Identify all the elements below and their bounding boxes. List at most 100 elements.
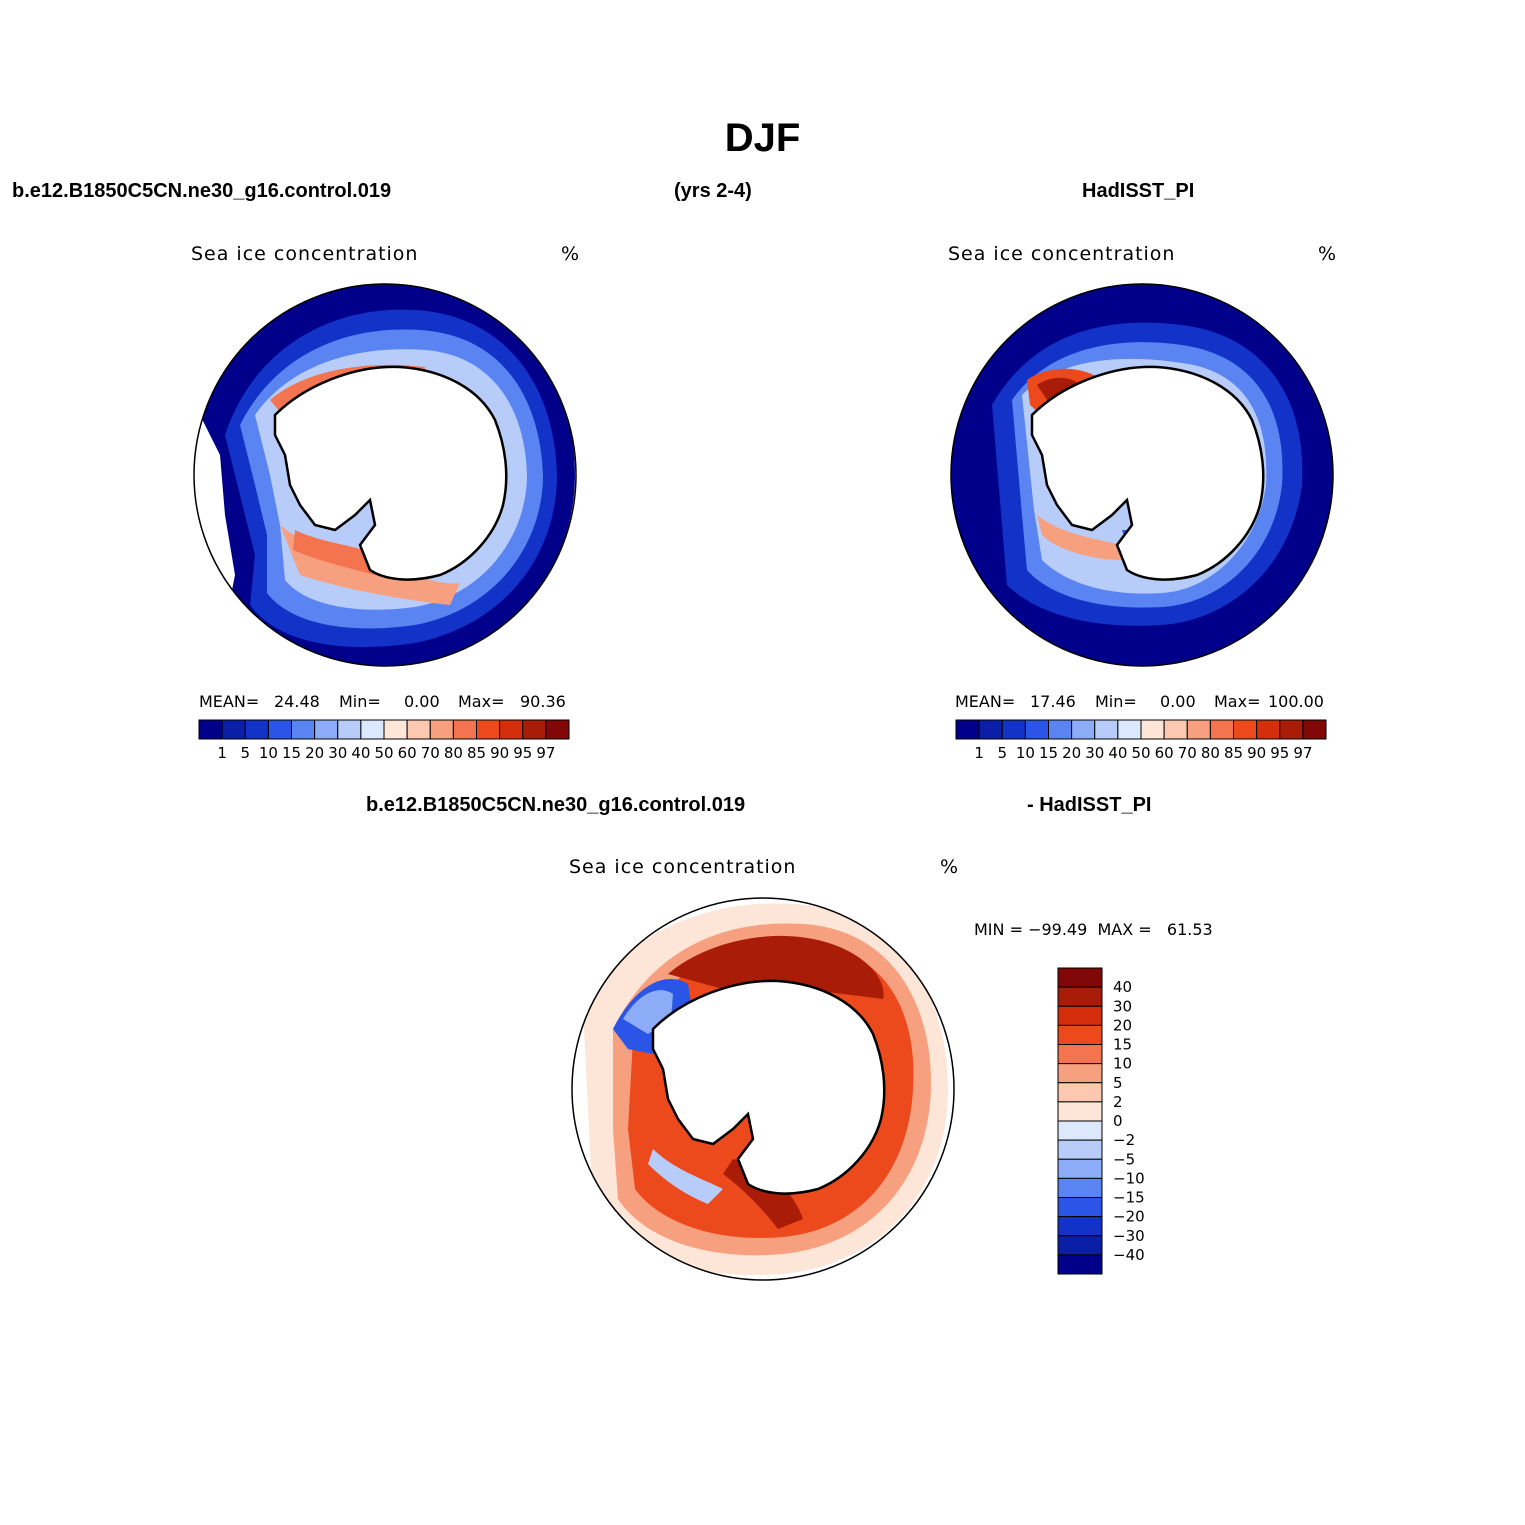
diff-min-max: MIN = −99.49 MAX = 61.53: [974, 920, 1213, 939]
diff-colorbar-box-6: [1057, 1082, 1103, 1103]
diff-colorbar-label-3: 15: [1113, 1036, 1132, 1054]
diff-polar-map: [571, 897, 955, 1281]
obs-colorbar-label-13: 95: [1270, 744, 1289, 762]
obs-colorbar-label-1: 5: [997, 744, 1007, 762]
model-colorbar-label-14: 97: [536, 744, 555, 762]
model-colorbar-box-9: [406, 719, 431, 740]
diff-colorbar-label-12: −20: [1113, 1208, 1145, 1226]
diff-colorbar-box-11: [1057, 1177, 1103, 1198]
diff-colorbar-box-9: [1057, 1139, 1103, 1160]
diff-colorbar-box-0: [1057, 967, 1103, 988]
diff-colorbar-label-1: 30: [1113, 997, 1132, 1015]
model-panel-label: Sea ice concentration: [191, 243, 419, 265]
diff-colorbar-label-5: 5: [1113, 1074, 1123, 1092]
obs-colorbar-box-2: [1001, 719, 1026, 740]
model-colorbar: 1 5 10 15 20 30 40 50 60 70 80 85 90 95 97: [198, 719, 570, 762]
model-colorbar-label-1: 5: [240, 744, 250, 762]
obs-colorbar-label-4: 20: [1062, 744, 1081, 762]
model-colorbar-box-7: [360, 719, 385, 740]
header-obs-name: HadISST_PI: [1082, 180, 1195, 202]
obs-colorbar-box-13: [1256, 719, 1281, 740]
model-colorbar-label-10: 80: [444, 744, 463, 762]
model-colorbar-label-9: 70: [421, 744, 440, 762]
diff-colorbar-box-2: [1057, 1005, 1103, 1026]
obs-colorbar-label-7: 50: [1131, 744, 1150, 762]
model-colorbar-label-4: 20: [305, 744, 324, 762]
obs-colorbar-box-12: [1233, 719, 1258, 740]
obs-colorbar-box-1: [978, 719, 1003, 740]
obs-colorbar-label-12: 90: [1247, 744, 1266, 762]
obs-colorbar-label-6: 40: [1108, 744, 1127, 762]
obs-colorbar-box-4: [1048, 719, 1073, 740]
model-colorbar-label-3: 15: [282, 744, 301, 762]
model-colorbar-label-0: 1: [217, 744, 227, 762]
diff-header-obs-name: - HadISST_PI: [1027, 794, 1152, 816]
model-colorbar-box-10: [429, 719, 454, 740]
diff-panel-units: %: [940, 856, 960, 878]
antarctica-landmass: [273, 365, 508, 581]
obs-colorbar-label-5: 30: [1085, 744, 1104, 762]
model-colorbar-box-6: [337, 719, 362, 740]
diff-colorbar-box-3: [1057, 1024, 1103, 1045]
obs-colorbar-label-14: 97: [1293, 744, 1312, 762]
model-colorbar-box-2: [244, 719, 269, 740]
model-panel-units: %: [561, 243, 581, 265]
model-max-value: 90.36: [520, 692, 566, 711]
diff-colorbar-label-6: 2: [1113, 1093, 1123, 1111]
diff-colorbar-box-15: [1057, 1254, 1103, 1275]
diff-colorbar-box-5: [1057, 1063, 1103, 1084]
model-colorbar-label-5: 30: [328, 744, 347, 762]
obs-colorbar-box-10: [1186, 719, 1211, 740]
obs-panel-label: Sea ice concentration: [948, 243, 1176, 265]
obs-colorbar-box-11: [1209, 719, 1234, 740]
obs-colorbar-box-5: [1071, 719, 1096, 740]
obs-colorbar-box-0: [955, 719, 980, 740]
model-mean-value: 24.48: [274, 692, 320, 711]
model-colorbar-label-8: 60: [398, 744, 417, 762]
model-colorbar-box-13: [499, 719, 524, 740]
obs-colorbar-box-8: [1140, 719, 1165, 740]
obs-min-value: 0.00: [1160, 692, 1196, 711]
model-colorbar-box-15: [545, 719, 570, 740]
diff-colorbar-box-7: [1057, 1101, 1103, 1122]
figure-title: DJF: [724, 116, 801, 160]
obs-max-value: 100.00: [1268, 692, 1324, 711]
model-colorbar-box-14: [522, 719, 547, 740]
antarctica-landmass: [1030, 365, 1265, 581]
antarctica-landmass: [651, 979, 886, 1195]
model-colorbar-label-13: 95: [513, 744, 532, 762]
model-colorbar-box-0: [198, 719, 223, 740]
model-colorbar-label-11: 85: [467, 744, 486, 762]
model-colorbar-label-7: 50: [374, 744, 393, 762]
model-mean-label: MEAN=: [199, 692, 260, 711]
obs-colorbar-label-10: 80: [1201, 744, 1220, 762]
model-colorbar-box-11: [452, 719, 477, 740]
model-colorbar-label-12: 90: [490, 744, 509, 762]
obs-colorbar-label-2: 10: [1016, 744, 1035, 762]
model-colorbar-box-1: [221, 719, 246, 740]
diff-colorbar-box-4: [1057, 1044, 1103, 1065]
obs-colorbar-label-0: 1: [974, 744, 984, 762]
diff-colorbar-label-4: 10: [1113, 1055, 1132, 1073]
model-colorbar-box-8: [383, 719, 408, 740]
diff-colorbar-box-8: [1057, 1120, 1103, 1141]
model-polar-map: [193, 283, 577, 667]
diff-colorbar-box-13: [1057, 1216, 1103, 1237]
obs-mean-value: 17.46: [1030, 692, 1076, 711]
obs-panel-units: %: [1318, 243, 1338, 265]
header-case-name: b.e12.B1850C5CN.ne30_g16.control.019: [12, 180, 392, 202]
obs-colorbar-label-3: 15: [1039, 744, 1058, 762]
model-max-label: Max=: [458, 692, 505, 711]
obs-min-label: Min=: [1095, 692, 1137, 711]
obs-colorbar-box-9: [1163, 719, 1188, 740]
diff-colorbar-box-12: [1057, 1197, 1103, 1218]
diff-colorbar-label-13: −30: [1113, 1227, 1145, 1245]
obs-max-label: Max=: [1214, 692, 1261, 711]
obs-colorbar-box-7: [1117, 719, 1142, 740]
model-colorbar-label-6: 40: [351, 744, 370, 762]
model-colorbar-box-3: [267, 719, 292, 740]
obs-polar-map: [950, 283, 1334, 667]
model-min-label: Min=: [339, 692, 381, 711]
model-colorbar-box-4: [291, 719, 316, 740]
